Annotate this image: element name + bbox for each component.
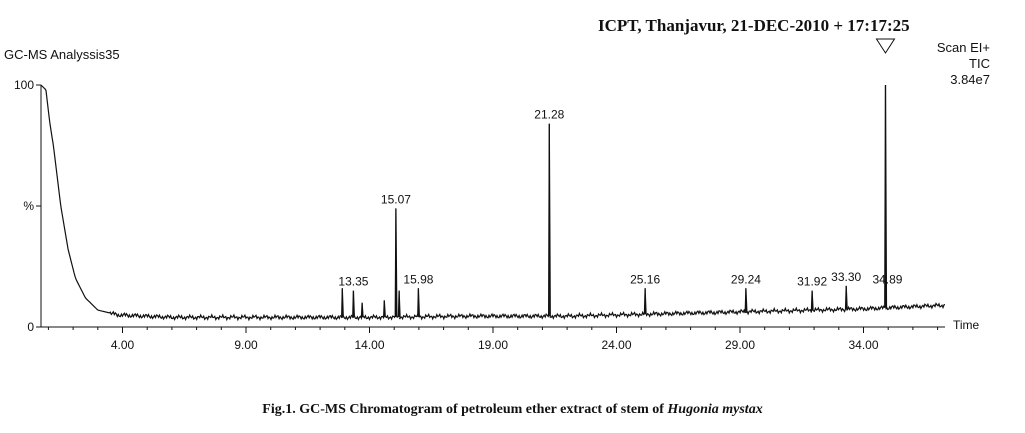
x-tick-label: 34.00 [848,338,878,352]
scan-mode: Scan EI+ [936,40,990,55]
x-tick-label: 14.00 [354,338,384,352]
y-tick-label: 0 [27,320,34,334]
y-tick-label: 100 [14,78,34,92]
figure-caption: Fig.1. GC-MS Chromatogram of petroleum e… [0,402,1025,418]
tic-trace [40,84,946,322]
lab-name: ICPT, Thanjavur, [598,16,727,35]
scan-info: Scan EI+ TIC 3.84e7 [937,40,990,88]
peak-label: 29.24 [731,272,761,286]
x-tick-label: 4.00 [111,338,135,352]
run-datetime: 21-DEC-2010 + 17:17:25 [730,16,910,35]
peak-label: 34.89 [872,272,902,286]
peak-label: 15.07 [381,192,411,206]
analysis-name: GC-MS Analyssis35 [4,47,120,62]
caption-text: Fig.1. GC-MS Chromatogram of petroleum e… [262,402,664,417]
top-peak-marker [875,38,896,54]
report-header: ICPT, Thanjavur, 21-DEC-2010 + 17:17:25 [598,16,910,36]
axes: 0 100% 4.00 9.00 14.00 19.00 24.00 29.00 34.00 Ti… [14,78,980,352]
caption-species: Hugonia mystax [667,402,763,417]
peaks [341,85,887,318]
x-tick-label: 29.00 [725,338,755,352]
max-intensity: 3.84e7 [950,72,990,87]
x-axis-label: Time [953,318,980,332]
peak-label: 33.30 [831,270,861,284]
peak-labels: 13.35 15.07 15.98 21.28 25.16 29.24 31.92 33.30… [338,108,902,289]
y-axis-label: % [23,199,34,213]
peak-label: 31.92 [797,275,827,289]
x-tick-label: 9.00 [234,338,258,352]
peak-label: 13.35 [338,275,368,289]
peak-label: 25.16 [630,272,660,286]
trace-type: TIC [969,56,990,71]
x-tick-label: 19.00 [478,338,508,352]
peak-label: 15.98 [403,272,433,286]
peak-label: 21.28 [534,108,564,122]
x-tick-label: 24.00 [601,338,631,352]
